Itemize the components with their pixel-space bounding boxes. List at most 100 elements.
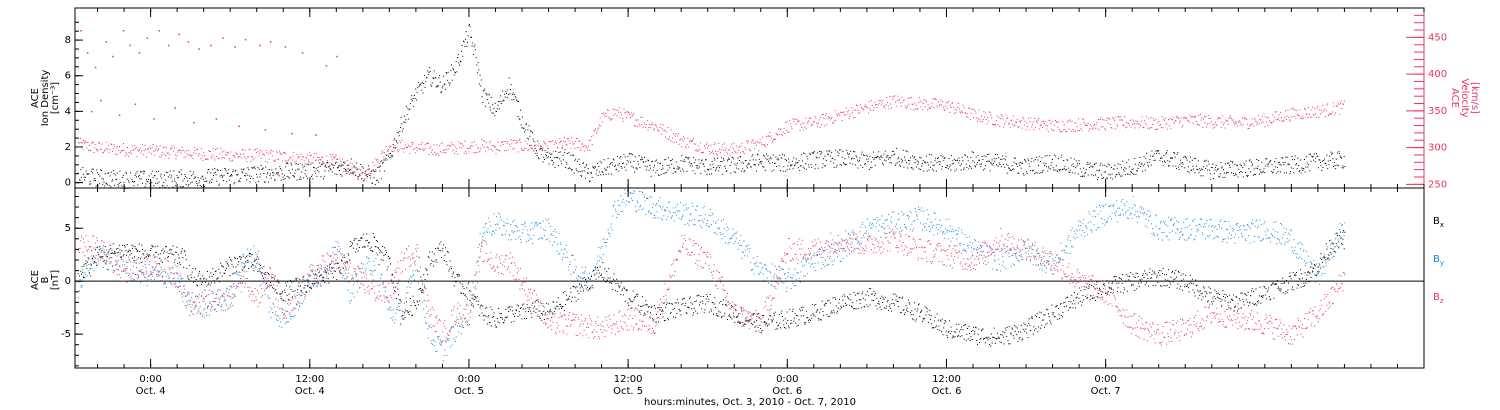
velocity-point [1049,119,1051,121]
density-point [240,177,242,179]
velocity-point [1197,124,1199,126]
velocity-point [1098,129,1100,131]
density-point [163,174,165,176]
density-point [1272,171,1274,173]
by-point [828,263,830,265]
density-point [403,121,405,123]
by-point [928,226,930,228]
velocity-point [1240,123,1242,125]
velocity-point [1321,111,1323,113]
by-point [254,265,256,267]
density-point [1211,166,1213,168]
bfield-ytick-label: -5 [61,329,71,340]
density-point [1012,169,1014,170]
panel1-frame [74,7,1425,189]
by-point [486,230,488,232]
density-point [699,162,701,164]
velocity-point [913,109,915,111]
by-point [579,284,581,286]
by-point [159,270,161,272]
by-point [594,266,596,268]
by-point [86,265,88,267]
by-point [833,259,835,261]
density-point [1279,164,1281,166]
velocity-point [563,137,565,139]
density-point [80,169,82,171]
density-point [865,154,867,156]
by-point [245,262,247,264]
velocity-point [463,152,465,154]
density-point [1126,162,1128,164]
by-point [703,221,705,223]
density-point [687,158,689,160]
density-point [187,185,189,187]
density-point [348,169,350,171]
velocity-point [931,102,933,104]
by-point [313,273,315,275]
velocity-point [684,146,686,148]
density-point [1132,172,1134,174]
by-point [351,278,353,280]
by-point [342,276,344,278]
velocity-point [1129,119,1131,121]
density-point [827,153,829,155]
by-point [563,249,565,251]
density-point [1120,167,1122,169]
density-point [592,166,594,168]
density-point [1110,177,1112,179]
density-point [850,150,852,152]
velocity-point [93,152,95,153]
density-point [89,180,91,182]
density-point [736,167,738,169]
by-point [887,225,889,227]
density-point [414,98,416,99]
by-point [83,275,84,277]
velocity-point [833,120,835,122]
velocity-point [756,140,758,142]
velocity-point [863,109,865,111]
by-point [382,283,384,285]
density-point [100,169,102,171]
velocity-point [243,153,245,155]
by-point [791,277,793,279]
density-point [922,160,924,162]
by-point [720,234,722,236]
by-point [856,242,858,244]
density-point [585,177,586,179]
density-point [567,153,569,154]
density-point [253,167,255,169]
by-point [535,223,537,225]
by-point [130,275,132,277]
velocity-point [838,113,840,115]
density-point [701,160,703,162]
density-point [845,164,846,166]
density-point [964,154,966,156]
velocity-point [206,158,208,160]
velocity-point [692,138,694,140]
density-point [1125,168,1127,170]
velocity-point [918,102,920,104]
by-point [130,261,131,263]
by-point [856,239,858,241]
density-point [819,153,821,155]
density-point [1312,156,1314,158]
velocity-point [860,104,861,106]
velocity-point [1100,117,1102,119]
by-point [665,209,667,211]
velocity-point [617,109,619,111]
velocity-point [1123,124,1125,126]
velocity-point [609,117,611,119]
velocity-point [581,143,583,145]
velocity-point [657,130,659,132]
density-point [882,164,884,166]
density-point [1325,162,1327,164]
density-point [1038,156,1040,158]
by-point [256,262,258,264]
density-point [633,160,635,162]
velocity-point [780,128,782,130]
density-point [1003,158,1005,160]
density-point [1240,171,1242,172]
by-point [311,270,313,272]
by-point [950,240,952,242]
density-point [709,173,710,175]
